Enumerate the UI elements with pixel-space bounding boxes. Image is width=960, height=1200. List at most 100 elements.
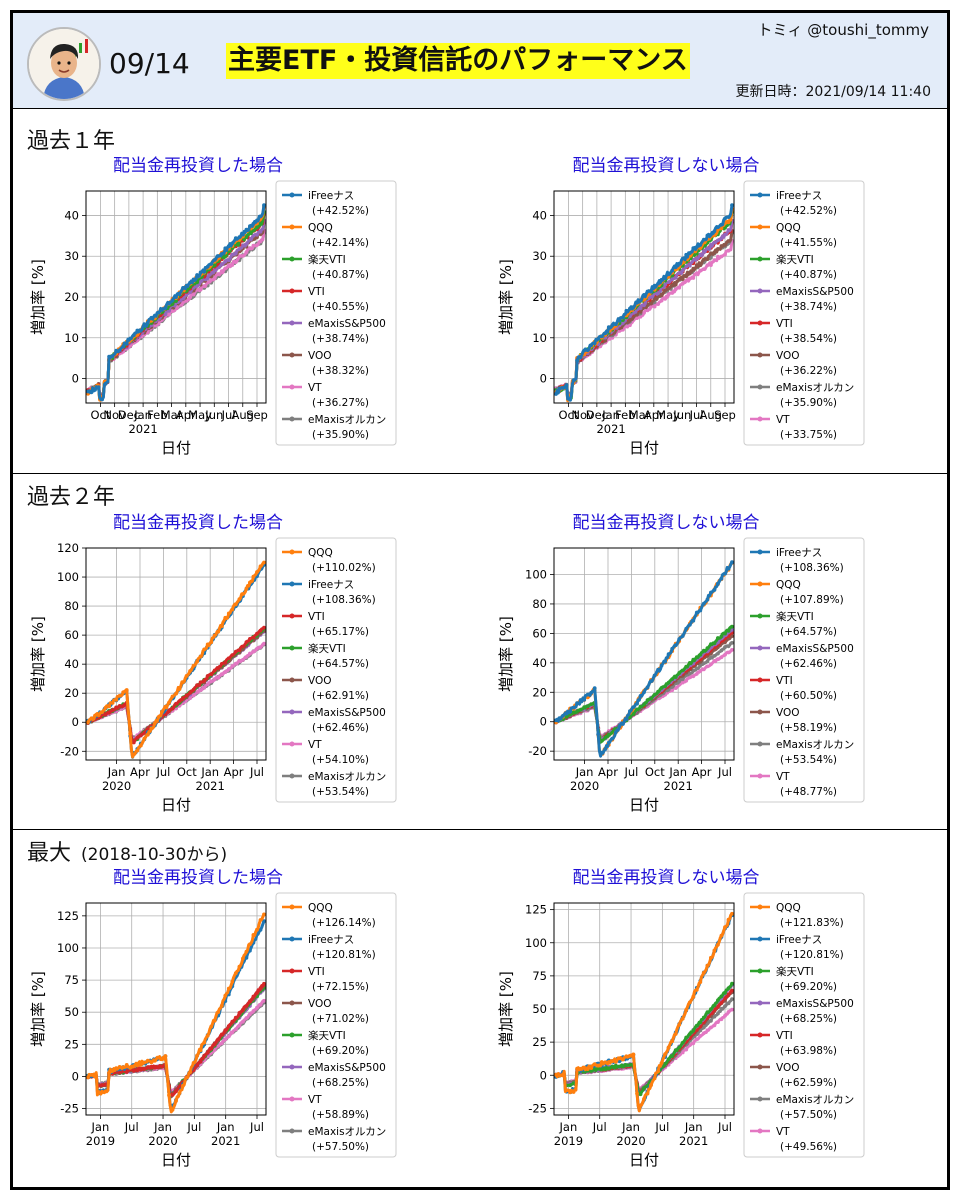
x-tick-label: Sep: [246, 408, 268, 422]
series-point: [666, 292, 671, 297]
x-tick-label: 2019: [86, 1134, 115, 1148]
y-tick-label: 125: [57, 909, 79, 923]
series-point: [666, 1045, 671, 1050]
series-point: [687, 276, 692, 281]
series-point: [195, 659, 200, 664]
series-point: [131, 752, 136, 757]
series-point: [121, 704, 126, 708]
series-point: [712, 1014, 717, 1019]
series-point: [244, 250, 249, 255]
series-point: [642, 303, 646, 308]
series-point: [652, 673, 657, 678]
series-point: [705, 659, 710, 664]
y-tick-label: 40: [64, 657, 79, 671]
series-point: [589, 343, 594, 348]
series-point: [726, 228, 731, 232]
series-point: [216, 254, 221, 258]
series-point: [163, 1054, 168, 1058]
series-point: [578, 355, 583, 360]
legend-entry-value: (+121.83%): [780, 917, 844, 929]
series-point: [209, 1046, 214, 1051]
series-point: [177, 687, 182, 691]
series-point: [571, 705, 576, 710]
x-tick-label: Jan: [684, 1120, 703, 1134]
series-point: [121, 1065, 126, 1070]
series-point: [568, 398, 572, 402]
series-point: [603, 735, 608, 740]
series-point: [726, 215, 731, 219]
series-point: [684, 274, 689, 279]
series-point: [233, 236, 238, 241]
series-point: [248, 999, 252, 1004]
x-tick-label: 2020: [616, 1134, 645, 1148]
x-tick-label: Jul: [249, 765, 264, 779]
series-point: [258, 222, 263, 226]
series-point: [142, 736, 147, 741]
series-point: [673, 1032, 678, 1036]
series-point: [96, 1090, 101, 1094]
legend-box: [743, 892, 865, 1158]
series-point: [726, 644, 731, 649]
series-point: [233, 661, 238, 666]
x-tick-label: Apr: [598, 765, 618, 779]
chart-title: 配当金再投資しない場合: [572, 868, 760, 888]
series-point: [177, 292, 182, 297]
series-point: [170, 1108, 175, 1112]
legend-entry-name: VOO: [308, 998, 332, 1010]
legend-marker: [289, 581, 295, 587]
series-point: [680, 1050, 685, 1055]
series-point: [624, 324, 629, 329]
series-point: [730, 624, 734, 629]
y-tick-label: 0: [540, 1068, 547, 1082]
series-point: [670, 277, 675, 282]
series-point: [599, 739, 604, 743]
x-tick-label: Nov: [571, 408, 594, 422]
series-point: [131, 1069, 136, 1073]
series-point: [131, 1064, 136, 1068]
series-point: [202, 678, 207, 683]
series-point: [649, 696, 653, 701]
legend-entry-name: eMaxisS&P500: [776, 998, 854, 1010]
series-point: [198, 270, 203, 275]
series-point: [670, 1039, 675, 1044]
series-point: [723, 1013, 727, 1018]
legend-entry-value: (+42.52%): [312, 205, 369, 217]
series-point: [226, 1024, 231, 1028]
series-point: [603, 338, 608, 343]
legend-entry-value: (+68.25%): [780, 1013, 837, 1025]
series-point: [684, 279, 689, 283]
series-point: [198, 654, 203, 659]
legend-box: [275, 892, 397, 1158]
series-point: [709, 1019, 713, 1023]
legend-entry-name: iFreeナス: [308, 579, 354, 591]
series-point: [687, 1032, 692, 1036]
series-point: [188, 669, 193, 673]
series-point: [181, 1083, 185, 1088]
legend-entry-value: (+69.20%): [312, 1045, 369, 1057]
series-point: [666, 272, 671, 277]
series-point: [114, 698, 119, 702]
series-point: [188, 1070, 193, 1074]
legend-marker: [289, 709, 295, 715]
series-point: [670, 688, 675, 693]
x-tick-label: Oct: [90, 408, 110, 422]
series-point: [255, 218, 259, 223]
series-point: [694, 610, 699, 615]
series-point: [624, 717, 629, 721]
legend-marker: [289, 384, 295, 390]
series-point: [716, 581, 720, 586]
legend-marker: [289, 1128, 295, 1134]
series-point: [621, 315, 625, 320]
series-point: [635, 1091, 639, 1096]
series-point: [107, 1071, 111, 1075]
legend-marker: [757, 1064, 763, 1070]
series-point: [86, 720, 90, 725]
x-tick-label: Jul: [221, 408, 236, 422]
series-point: [561, 713, 565, 718]
legend-box: [743, 180, 865, 446]
series-point: [212, 263, 217, 267]
series-point: [666, 652, 671, 657]
legend-marker: [757, 352, 763, 358]
series-point: [684, 1035, 689, 1040]
